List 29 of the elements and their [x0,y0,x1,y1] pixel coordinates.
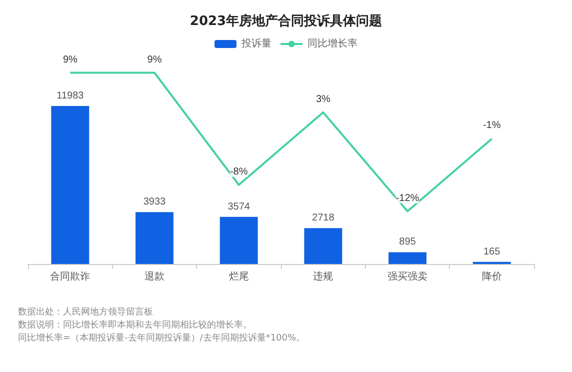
bar [388,252,426,264]
bar [304,228,342,264]
bar [136,212,174,264]
x-tick-label: 退款 [144,270,164,282]
data-label: 165 [483,246,501,258]
legend-label: 同比增长率 [308,38,358,50]
data-label: 9% [62,54,78,66]
data-label: -1% [482,120,501,132]
x-tick-label: 违规 [313,270,334,282]
data-label: 9% [147,54,162,66]
bar [51,106,90,264]
data-label: 3% [316,94,330,105]
bar [220,216,258,264]
x-tick-label: 降价 [482,270,502,282]
data-label: -12% [396,192,420,204]
chart-title: 2023年房地产合同投诉具体问题 [190,13,382,29]
data-label: 895 [399,236,416,248]
text: 数据出处：人民网地方领导留言板 [18,306,153,318]
x-tick-label: 烂尾 [228,270,249,282]
x-tick-label: 合同欺诈 [50,270,90,282]
text: 数据说明：同比增长率即本期和去年同期相比较的增长率。 [18,320,252,330]
legend-label: 投诉量 [240,38,272,50]
data-label: 3933 [143,196,166,208]
data-label: 3574 [228,201,250,212]
text: 同比增长率=（本期投诉量-去年同期投诉量）/去年同期投诉量*100%。 [18,332,306,344]
data-label: -8% [230,166,248,178]
data-label: 11983 [56,90,84,102]
data-label: 2718 [312,212,335,224]
x-tick-label: 强买强卖 [388,270,428,282]
